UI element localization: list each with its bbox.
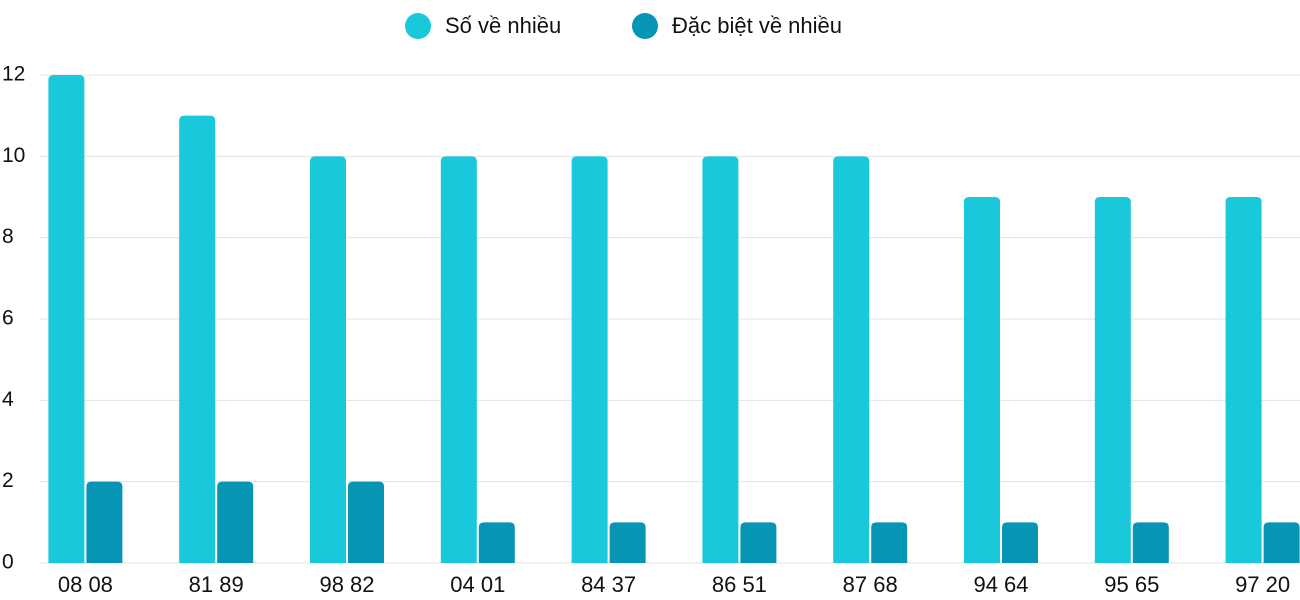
- y-tick-label: 2: [2, 469, 14, 492]
- bar: [964, 197, 1000, 563]
- bar: [440, 156, 477, 564]
- bar: [48, 75, 85, 563]
- x-tick-label: 95 65: [1104, 572, 1159, 597]
- legend-label: Số về nhiều: [445, 13, 561, 38]
- bar: [478, 522, 515, 563]
- legend-swatch: [632, 13, 658, 39]
- bar: [571, 156, 608, 564]
- bar: [609, 522, 646, 563]
- y-tick-label: 10: [2, 144, 25, 167]
- x-tick-label: 84 37: [581, 572, 636, 597]
- bar: [86, 481, 123, 563]
- y-tick-label: 12: [2, 63, 25, 86]
- bar: [1002, 522, 1038, 563]
- bar: [1225, 197, 1262, 563]
- x-tick-label: 81 89: [189, 572, 244, 597]
- x-tick-label: 08 08: [58, 572, 113, 597]
- legend-swatch: [405, 13, 431, 39]
- bar: [1094, 197, 1131, 563]
- x-tick-label: 98 82: [319, 572, 374, 597]
- bar: [871, 522, 908, 563]
- y-tick-label: 6: [2, 307, 14, 330]
- bar: [217, 481, 254, 563]
- bar: [740, 522, 777, 563]
- x-tick-label: 87 68: [843, 572, 898, 597]
- bar: [348, 481, 384, 563]
- bar: [1263, 522, 1300, 563]
- bar: [310, 156, 346, 564]
- bar: [179, 115, 216, 564]
- x-tick-label: 86 51: [712, 572, 767, 597]
- legend-label: Đặc biệt về nhiều: [672, 13, 842, 38]
- y-tick-label: 0: [2, 551, 14, 574]
- x-tick-label: 04 01: [450, 572, 505, 597]
- x-tick-label: 97 20: [1235, 572, 1290, 597]
- y-tick-label: 4: [2, 388, 14, 411]
- x-tick-label: 94 64: [973, 572, 1028, 597]
- y-tick-label: 8: [2, 225, 14, 248]
- bar: [833, 156, 870, 564]
- bar: [1132, 522, 1169, 563]
- bar: [702, 156, 739, 564]
